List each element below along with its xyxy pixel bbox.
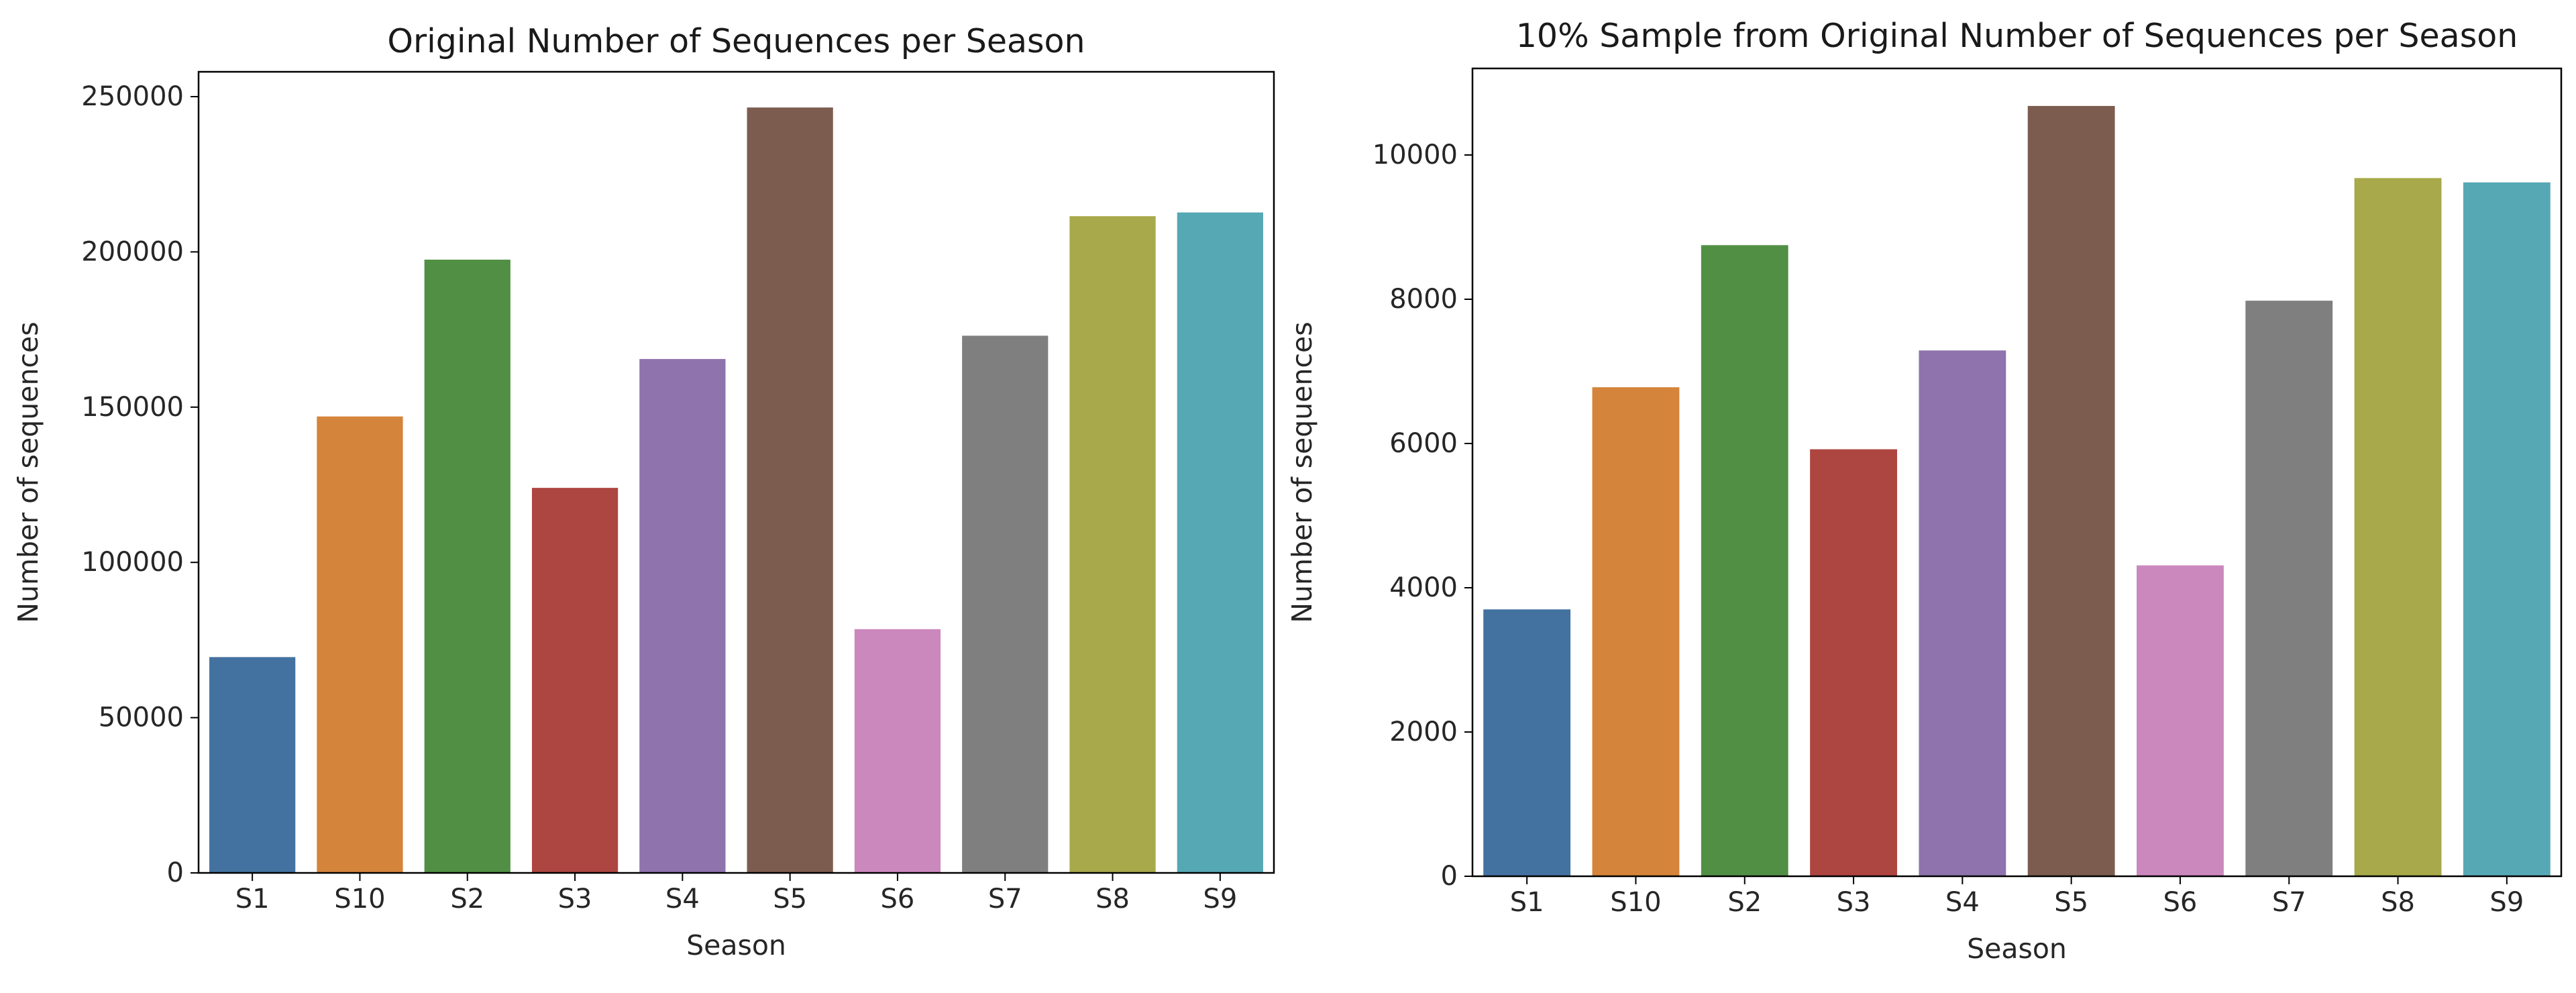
y-tick-label: 0	[1441, 861, 1458, 892]
chart-title: Original Number of Sequences per Season	[387, 22, 1085, 60]
bar-s4	[1919, 350, 2006, 876]
bar-s6	[2137, 565, 2224, 876]
x-tick-label: S9	[2489, 887, 2524, 918]
bar-s8	[2354, 178, 2442, 876]
x-tick-label: S9	[1203, 884, 1237, 914]
x-axis-title: Season	[1967, 933, 2067, 965]
x-tick-label: S5	[2054, 887, 2088, 918]
plot-frame	[1471, 67, 2563, 878]
x-tick-label: S3	[1837, 887, 1871, 918]
x-tick-label: S7	[988, 884, 1022, 914]
bar-s1	[1483, 609, 1571, 876]
x-tick-label: S5	[773, 884, 807, 914]
x-tick-label: S3	[558, 884, 592, 914]
y-tick-label: 200000	[81, 236, 184, 267]
chart-sample-sequences: 0 2000 4000 6000 8000 10000 S1 S10 S2 S3 S4 S5 S6 S7 S…	[1286, 17, 2563, 965]
bar-s3	[531, 488, 619, 873]
x-tick-label: S1	[235, 884, 270, 914]
y-tick-label: 50000	[99, 702, 184, 733]
bar-s5	[747, 107, 833, 874]
chart-title: 10% Sample from Original Number of Seque…	[1516, 17, 2518, 55]
x-tick-label: S10	[1610, 887, 1661, 918]
bar-s9	[1177, 212, 1263, 873]
y-axis-title: Number of sequences	[1286, 321, 1318, 623]
y-tick-label: 100000	[81, 547, 184, 578]
bar-s2	[424, 259, 511, 873]
x-tick-label: S8	[2381, 887, 2415, 918]
plot-frame	[197, 70, 1275, 874]
bar-s6	[854, 629, 941, 873]
x-tick-label: S8	[1095, 884, 1130, 914]
bar-s9	[2463, 182, 2551, 877]
y-tick-label: 4000	[1389, 572, 1458, 603]
y-tick-label: 6000	[1389, 428, 1458, 459]
x-tick-label: S4	[1945, 887, 1980, 918]
bar-s10	[317, 416, 403, 873]
x-axis-title: Season	[686, 929, 786, 961]
y-tick-label: 250000	[81, 81, 184, 112]
y-tick-label: 150000	[81, 392, 184, 423]
bar-s3	[1810, 449, 1897, 876]
y-axis-title: Number of sequences	[12, 321, 44, 623]
y-tick-label: 8000	[1389, 284, 1458, 315]
x-tick-label: S4	[665, 884, 700, 914]
y-tick-label: 10000	[1373, 140, 1458, 170]
x-tick-label: S2	[450, 884, 484, 914]
bar-s7	[2245, 301, 2333, 876]
y-tick-label: 2000	[1389, 717, 1458, 747]
bar-s5	[2027, 105, 2115, 876]
bar-s10	[1592, 387, 1680, 876]
x-tick-label: S10	[334, 884, 385, 914]
x-tick-label: S6	[2163, 887, 2198, 918]
x-tick-label: S1	[1510, 887, 1544, 918]
x-tick-label: S7	[2272, 887, 2306, 918]
bar-s1	[209, 657, 296, 873]
x-tick-label: S2	[1727, 887, 1762, 918]
bar-s7	[962, 335, 1049, 873]
x-tick-label: S6	[881, 884, 915, 914]
y-tick-label: 0	[167, 857, 184, 888]
bar-s4	[639, 359, 726, 873]
chart-original-sequences: 0 50000 100000 150000 200000 250000 S1 S10 S2 S3 S…	[12, 22, 1275, 961]
bar-s8	[1069, 216, 1156, 873]
bar-s2	[1701, 245, 1788, 877]
